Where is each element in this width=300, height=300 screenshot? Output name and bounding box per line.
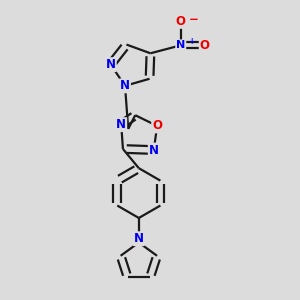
Text: N: N	[106, 58, 116, 71]
Text: N: N	[149, 143, 159, 157]
Text: O: O	[152, 119, 162, 132]
Text: O: O	[176, 15, 186, 28]
Text: −: −	[189, 13, 199, 26]
Text: N: N	[176, 40, 185, 50]
Text: +: +	[188, 37, 194, 46]
Text: N: N	[116, 118, 126, 131]
Text: N: N	[120, 79, 130, 92]
Text: O: O	[200, 39, 210, 52]
Text: N: N	[134, 232, 144, 245]
